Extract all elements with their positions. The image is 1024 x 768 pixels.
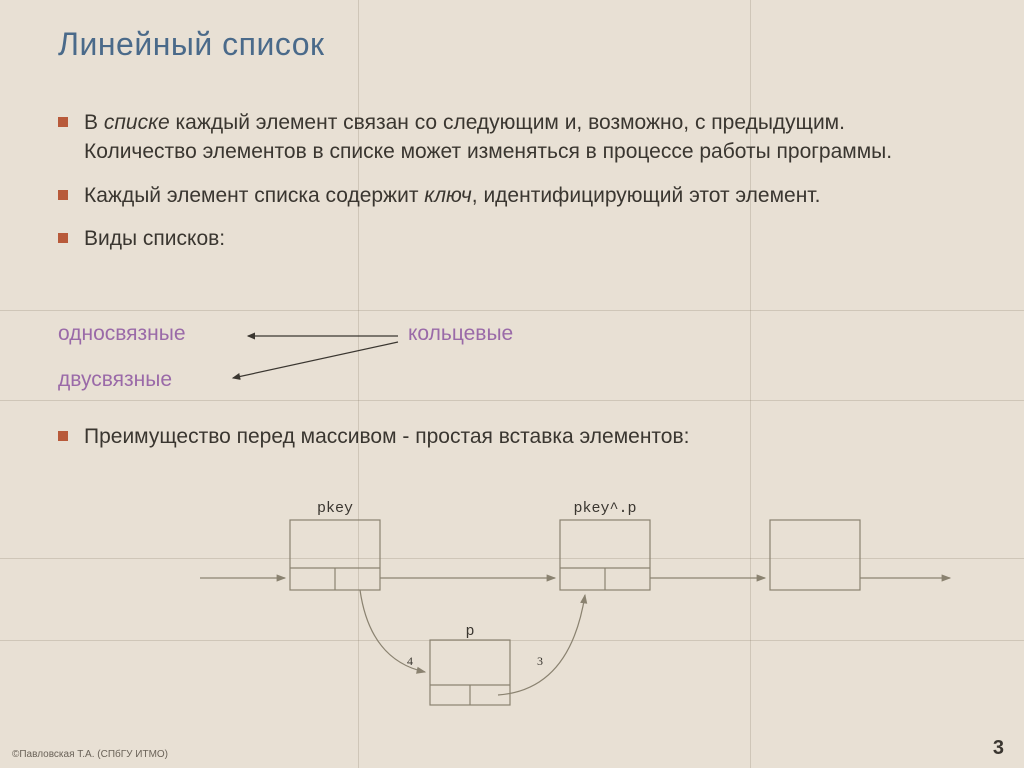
bullet-item: Виды списков: — [58, 224, 958, 253]
bullet-list: В списке каждый элемент связан со следую… — [58, 108, 958, 268]
bullet-text: В списке каждый элемент связан со следую… — [84, 108, 958, 167]
bullet-square-icon — [58, 233, 68, 243]
bullet-item: Каждый элемент списка содержит ключ, иде… — [58, 181, 958, 210]
footer-copyright: ©Павловская Т.А. (СПбГУ ИТМО) — [12, 749, 168, 760]
bullet-text: Каждый элемент списка содержит ключ, иде… — [84, 181, 820, 210]
label-3: 3 — [537, 654, 543, 668]
insertion-diagram: pkey pkey^.p p 4 3 — [0, 490, 1024, 730]
bullet-italic: ключ — [424, 184, 471, 207]
bullet-square-icon — [58, 431, 68, 441]
bullet-text: Виды списков: — [84, 224, 225, 253]
node-box — [770, 520, 860, 590]
bullet-prefix: Виды списков: — [84, 227, 225, 250]
label-pkeyp: pkey^.p — [573, 500, 636, 517]
slide: Линейный список В списке каждый элемент … — [0, 0, 1024, 768]
types-arrows — [58, 322, 958, 412]
bullet-square-icon — [58, 190, 68, 200]
bullet-square-icon — [58, 117, 68, 127]
diagram-svg: pkey pkey^.p p 4 3 — [0, 490, 1024, 730]
label-p: p — [465, 623, 474, 640]
bullet-item: В списке каждый элемент связан со следую… — [58, 108, 958, 167]
bullet-prefix: Каждый элемент списка содержит — [84, 184, 424, 207]
bullet-item: Преимущество перед массивом - простая вс… — [58, 422, 958, 451]
advantage-block: Преимущество перед массивом - простая вс… — [58, 422, 958, 465]
bullet-italic: списке — [104, 111, 170, 134]
bullet-rest: каждый элемент связан со следующим и, во… — [84, 111, 892, 163]
bullet-prefix: В — [84, 111, 104, 134]
page-number: 3 — [993, 737, 1004, 760]
arrow-curve-4 — [360, 590, 425, 672]
bullet-text: Преимущество перед массивом - простая вс… — [84, 422, 689, 451]
arrow-curve-3 — [498, 595, 585, 695]
label-pkey: pkey — [317, 500, 353, 517]
bullet-rest: , идентифицирующий этот элемент. — [472, 184, 821, 207]
grid-line-h — [0, 310, 1024, 311]
slide-title: Линейный список — [58, 26, 325, 63]
